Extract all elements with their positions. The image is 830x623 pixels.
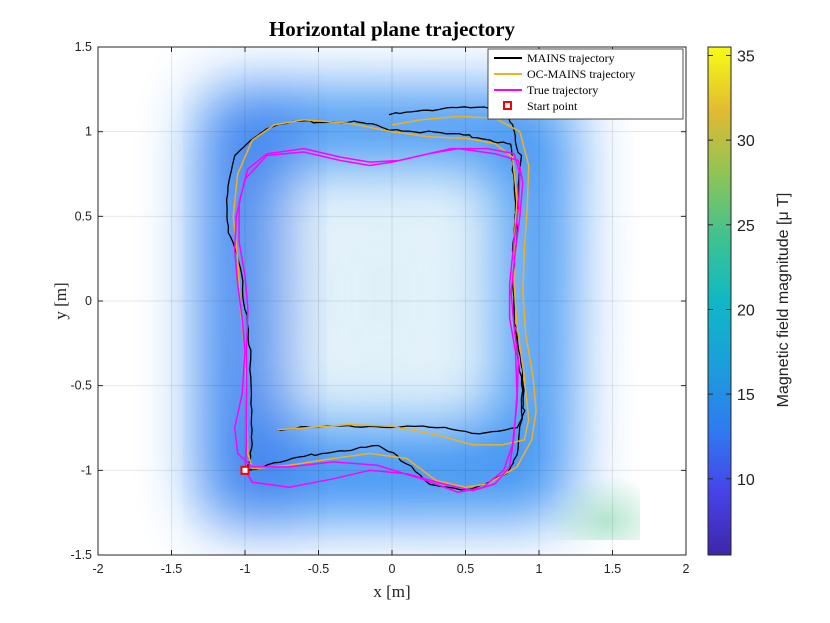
colorbar-tick-label: 20 [737, 302, 755, 319]
x-tick-label: 2 [683, 562, 690, 576]
y-tick-label: 1 [85, 125, 92, 139]
x-tick-label: 0 [389, 562, 396, 576]
legend-label-start: Start point [527, 99, 578, 113]
x-tick-label: -2 [92, 562, 103, 576]
colorbar [707, 46, 732, 556]
y-tick-label: 0.5 [75, 209, 92, 223]
x-tick-label: -1.5 [161, 562, 183, 576]
x-tick-label: -0.5 [308, 562, 330, 576]
colorbar-label: Magnetic field magnitude [μ T] [775, 193, 792, 408]
x-tick-label: 1 [536, 562, 543, 576]
field-corner [420, 380, 640, 540]
legend-swatch-start [503, 101, 512, 110]
legend-label-true: True trajectory [527, 83, 598, 97]
y-tick-label: -1 [81, 463, 92, 477]
legend: MAINS trajectory OC-MAINS trajectory Tru… [487, 48, 684, 120]
y-tick-label: -1.5 [70, 548, 92, 562]
y-tick-label: 1.5 [75, 40, 92, 54]
series-line-oc-mains-trajectory [232, 115, 537, 489]
field-edge-tint [215, 100, 295, 520]
y-tick-label: 0 [85, 294, 92, 308]
colorbar-tick-label: 10 [737, 472, 755, 489]
start-point-marker [240, 465, 250, 475]
colorbar-tick-label: 30 [737, 133, 755, 150]
colorbar-ticks: 10 15 20 25 30 35 [708, 48, 755, 489]
series-layer [225, 106, 537, 494]
colorbar-tick-label: 35 [737, 48, 755, 65]
colorbar-tick-label: 25 [737, 218, 755, 235]
field-heatmap [200, 88, 640, 540]
x-tick-label: 1.5 [604, 562, 621, 576]
chart-title: Horizontal plane trajectory [269, 17, 516, 41]
colorbar-tick-label: 15 [737, 387, 755, 404]
field-center [275, 170, 495, 420]
y-ticks: 1.5 1 0.5 0 -0.5 -1 -1.5 [70, 40, 686, 562]
legend-box [487, 48, 684, 120]
x-axis-label: x [m] [373, 582, 410, 601]
series-line-true-trajectory [233, 147, 524, 494]
y-axis-label: y [m] [51, 282, 70, 319]
legend-label-mains: MAINS trajectory [527, 51, 615, 65]
x-ticks: -2 -1.5 -1 -0.5 0 0.5 1 1.5 2 [92, 47, 690, 576]
x-tick-label: -1 [239, 562, 250, 576]
legend-label-oc-mains: OC-MAINS trajectory [527, 67, 635, 81]
y-tick-label: -0.5 [70, 379, 92, 393]
x-tick-label: 0.5 [457, 562, 474, 576]
